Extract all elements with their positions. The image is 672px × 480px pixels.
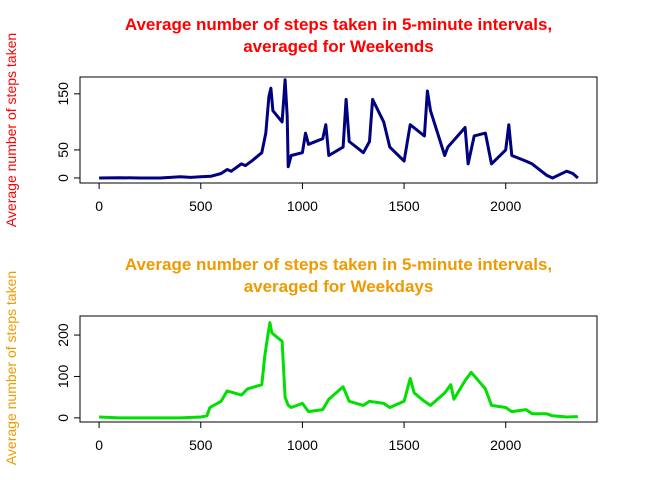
y-tick-label: 50: [55, 142, 71, 158]
y-axis-label: Average number of steps taken: [3, 271, 19, 465]
x-tick-label: 500: [189, 198, 213, 214]
x-tick-label: 0: [95, 437, 103, 453]
x-tick-label: 2000: [490, 437, 521, 453]
x-tick-label: 1500: [388, 437, 419, 453]
chart-title: Average number of steps taken in 5-minut…: [125, 255, 552, 296]
title-line: Average number of steps taken in 5-minut…: [125, 15, 552, 34]
title-line: averaged for Weekdays: [244, 277, 434, 296]
y-tick-label: 200: [55, 323, 71, 347]
x-tick-label: 0: [95, 198, 103, 214]
x-tick-label: 1000: [287, 198, 318, 214]
x-tick-label: 1500: [388, 198, 419, 214]
y-tick-label: 0: [55, 174, 71, 182]
x-tick-label: 2000: [490, 198, 521, 214]
x-tick-label: 500: [189, 437, 213, 453]
title-line: averaged for Weekends: [243, 37, 434, 56]
y-tick-label: 0: [55, 414, 71, 422]
data-line: [99, 321, 578, 420]
y-axis-label: Average number of steps taken: [3, 33, 19, 227]
y-tick-label: 100: [55, 365, 71, 389]
x-tick-label: 1000: [287, 437, 318, 453]
title-line: Average number of steps taken in 5-minut…: [125, 255, 552, 274]
y-tick-label: 150: [55, 82, 71, 106]
plot-frame: [79, 76, 598, 184]
data-line: [99, 78, 579, 180]
plot-frame: [79, 315, 598, 423]
chart-title: Average number of steps taken in 5-minut…: [125, 15, 552, 56]
